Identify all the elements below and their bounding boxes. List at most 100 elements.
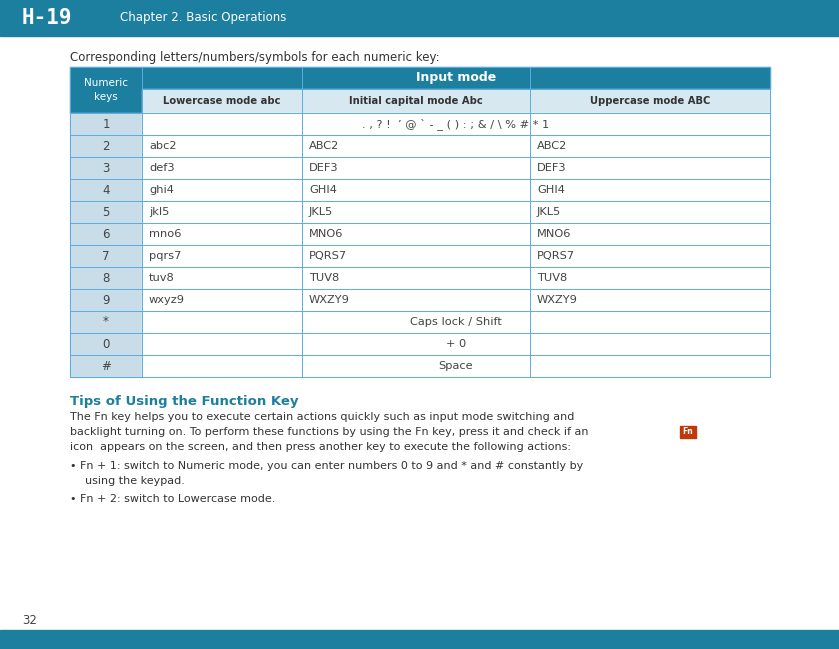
Text: 4: 4	[102, 184, 110, 197]
Text: Tips of Using the Function Key: Tips of Using the Function Key	[70, 395, 299, 408]
Text: TUV8: TUV8	[537, 273, 567, 283]
Text: abc2: abc2	[149, 141, 176, 151]
Bar	[302, 135, 530, 157]
Bar	[142, 355, 770, 377]
Text: backlight turning on. To perform these functions by using the Fn key, press it a: backlight turning on. To perform these f…	[70, 427, 588, 437]
Text: #: #	[101, 360, 111, 373]
Text: DEF3: DEF3	[537, 163, 566, 173]
Bar	[70, 223, 142, 245]
Bar	[0, 0, 839, 36]
Text: Corresponding letters/numbers/symbols for each numeric key:: Corresponding letters/numbers/symbols fo…	[70, 51, 440, 64]
Text: MNO6: MNO6	[537, 229, 571, 239]
Text: 1: 1	[102, 117, 110, 130]
Text: ABC2: ABC2	[309, 141, 339, 151]
Text: def3: def3	[149, 163, 175, 173]
Text: icon  appears on the screen, and then press another key to execute the following: icon appears on the screen, and then pre…	[70, 442, 571, 452]
Bar	[70, 289, 142, 311]
Text: Fn: Fn	[683, 428, 693, 437]
Bar	[70, 113, 142, 135]
Bar	[302, 201, 530, 223]
Bar	[70, 179, 142, 201]
Text: ABC2: ABC2	[537, 141, 567, 151]
Text: PQRS7: PQRS7	[309, 251, 347, 261]
Bar	[530, 157, 770, 179]
Bar	[142, 311, 770, 333]
Bar	[142, 157, 302, 179]
Bar	[70, 201, 142, 223]
Bar	[530, 267, 770, 289]
Text: tuv8: tuv8	[149, 273, 175, 283]
Text: • Fn + 2: switch to Lowercase mode.: • Fn + 2: switch to Lowercase mode.	[70, 494, 275, 504]
Text: WXZY9: WXZY9	[309, 295, 350, 305]
Bar	[142, 267, 302, 289]
Text: 9: 9	[102, 293, 110, 306]
Bar	[70, 67, 142, 113]
Bar	[142, 179, 302, 201]
Text: 3: 3	[102, 162, 110, 175]
Text: • Fn + 1: switch to Numeric mode, you can enter numbers 0 to 9 and * and # const: • Fn + 1: switch to Numeric mode, you ca…	[70, 461, 583, 471]
Bar	[142, 245, 302, 267]
Text: TUV8: TUV8	[309, 273, 339, 283]
Text: JKL5: JKL5	[537, 207, 561, 217]
Text: 2: 2	[102, 140, 110, 153]
Text: 0: 0	[102, 337, 110, 350]
Bar	[530, 179, 770, 201]
Bar	[302, 245, 530, 267]
Text: pqrs7: pqrs7	[149, 251, 181, 261]
Text: jkl5: jkl5	[149, 207, 169, 217]
Bar	[0, 630, 839, 649]
Bar	[302, 157, 530, 179]
Bar	[530, 135, 770, 157]
Bar	[142, 223, 302, 245]
Bar	[302, 179, 530, 201]
Text: JKL5: JKL5	[309, 207, 333, 217]
Bar	[70, 333, 142, 355]
Text: PQRS7: PQRS7	[537, 251, 575, 261]
Text: 6: 6	[102, 228, 110, 241]
Bar	[70, 135, 142, 157]
Bar	[680, 426, 696, 438]
Text: wxyz9: wxyz9	[149, 295, 185, 305]
Text: H-19: H-19	[22, 8, 72, 28]
Text: Uppercase mode ABC: Uppercase mode ABC	[590, 96, 710, 106]
Bar	[530, 289, 770, 311]
Text: using the keypad.: using the keypad.	[85, 476, 185, 486]
Bar	[530, 89, 770, 113]
Bar	[70, 157, 142, 179]
Bar	[142, 89, 302, 113]
Text: WXZY9: WXZY9	[537, 295, 578, 305]
Bar	[530, 201, 770, 223]
Text: 8: 8	[102, 271, 110, 284]
Bar	[70, 245, 142, 267]
Bar	[142, 67, 770, 89]
Bar	[142, 201, 302, 223]
Bar	[302, 89, 530, 113]
Bar	[302, 289, 530, 311]
Text: 5: 5	[102, 206, 110, 219]
Bar	[142, 113, 770, 135]
Text: mno6: mno6	[149, 229, 181, 239]
Text: Initial capital mode Abc: Initial capital mode Abc	[349, 96, 483, 106]
Text: MNO6: MNO6	[309, 229, 343, 239]
Bar	[142, 135, 302, 157]
Text: DEF3: DEF3	[309, 163, 339, 173]
Text: Input mode: Input mode	[416, 71, 496, 84]
Bar	[70, 311, 142, 333]
Text: 32: 32	[22, 613, 37, 626]
Text: The Fn key helps you to execute certain actions quickly such as input mode switc: The Fn key helps you to execute certain …	[70, 412, 575, 422]
Text: Space: Space	[439, 361, 473, 371]
Bar	[530, 223, 770, 245]
Text: GHI4: GHI4	[309, 185, 337, 195]
Text: Lowercase mode abc: Lowercase mode abc	[164, 96, 281, 106]
Text: . , ? !  ’ @ ` - _ ( ) : ; & / \ % # * 1: . , ? ! ’ @ ` - _ ( ) : ; & / \ % # * 1	[362, 118, 550, 130]
Bar	[302, 267, 530, 289]
Bar	[142, 289, 302, 311]
Text: GHI4: GHI4	[537, 185, 565, 195]
Text: 7: 7	[102, 249, 110, 262]
Text: Numeric
keys: Numeric keys	[84, 78, 128, 102]
Bar	[142, 333, 770, 355]
Text: Chapter 2. Basic Operations: Chapter 2. Basic Operations	[120, 12, 286, 25]
Bar	[302, 223, 530, 245]
Text: Caps lock / Shift: Caps lock / Shift	[410, 317, 502, 327]
Bar	[70, 355, 142, 377]
